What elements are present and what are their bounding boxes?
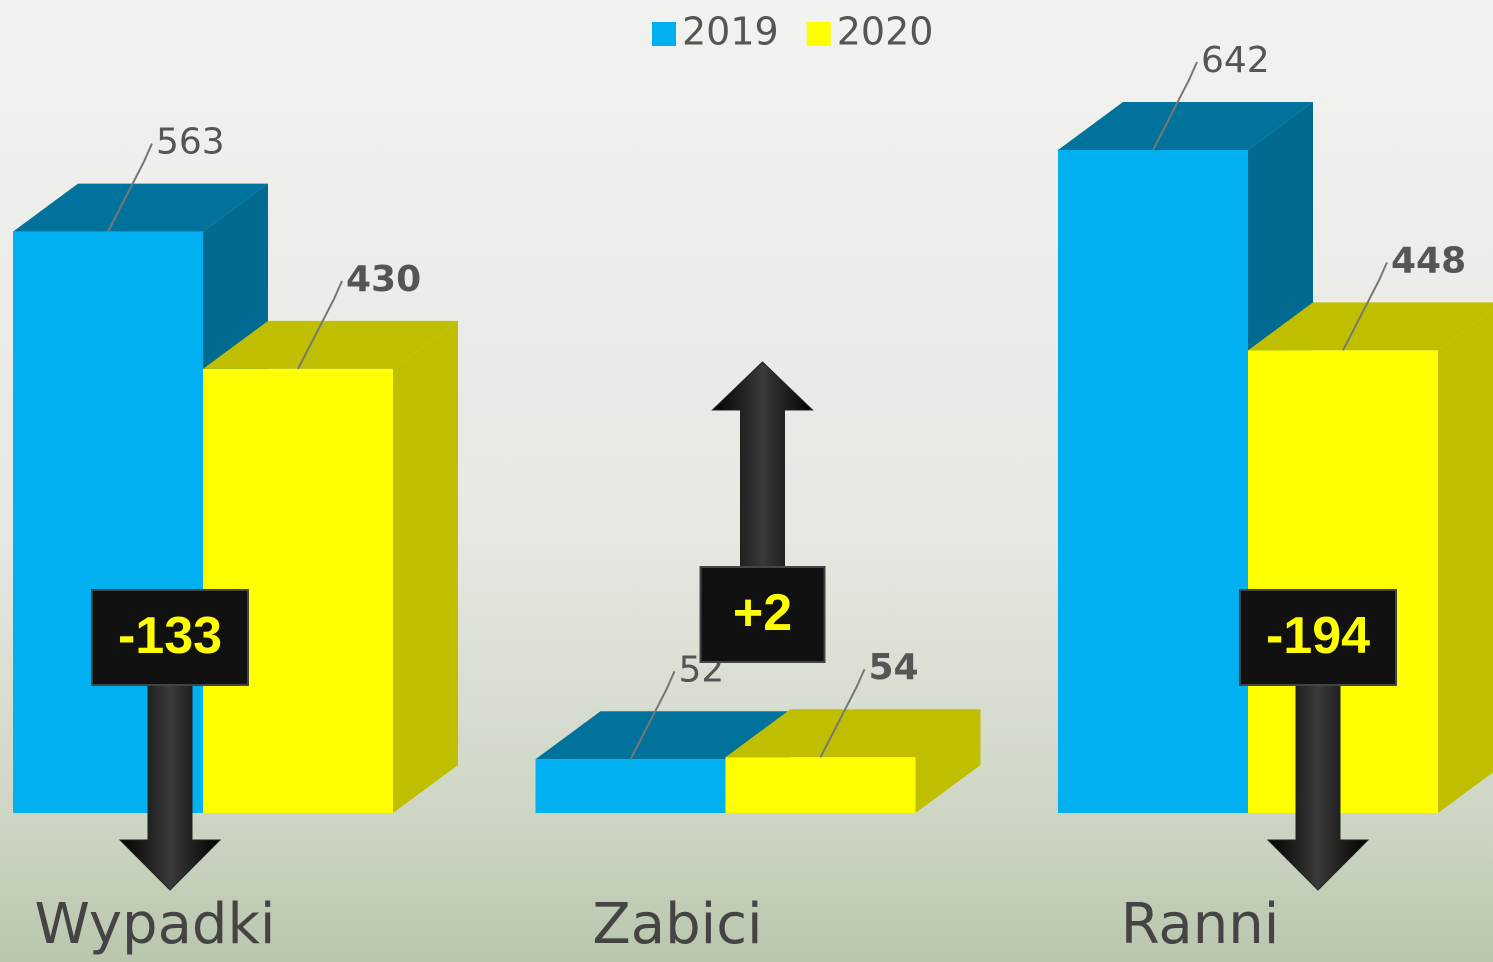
difference-label: -133 xyxy=(118,607,222,665)
bar-front xyxy=(1248,350,1438,813)
bar-front xyxy=(726,757,916,813)
bar-front xyxy=(1058,150,1248,813)
x-tick-label: Wypadki xyxy=(35,892,276,957)
bar xyxy=(203,321,458,813)
bar-side xyxy=(1438,302,1493,813)
value-label: 448 xyxy=(1391,240,1466,281)
value-label: 642 xyxy=(1201,40,1270,81)
value-label: 430 xyxy=(346,259,421,300)
value-label: 563 xyxy=(156,122,225,163)
x-tick-label: Zabici xyxy=(592,892,762,957)
difference-label: -194 xyxy=(1266,607,1370,665)
bar-front xyxy=(536,759,726,813)
legend-swatch xyxy=(652,22,676,46)
x-tick-label: Ranni xyxy=(1121,892,1280,957)
legend-swatch xyxy=(807,22,831,46)
chart: 20192020563430Wypadki-1335254Zabici+2642… xyxy=(0,0,1493,962)
difference-label: +2 xyxy=(733,584,792,642)
bar-side xyxy=(393,321,458,813)
legend-label: 2019 xyxy=(682,10,779,54)
value-label: 54 xyxy=(869,647,919,688)
legend-label: 2020 xyxy=(837,10,934,54)
bar xyxy=(1248,302,1493,813)
